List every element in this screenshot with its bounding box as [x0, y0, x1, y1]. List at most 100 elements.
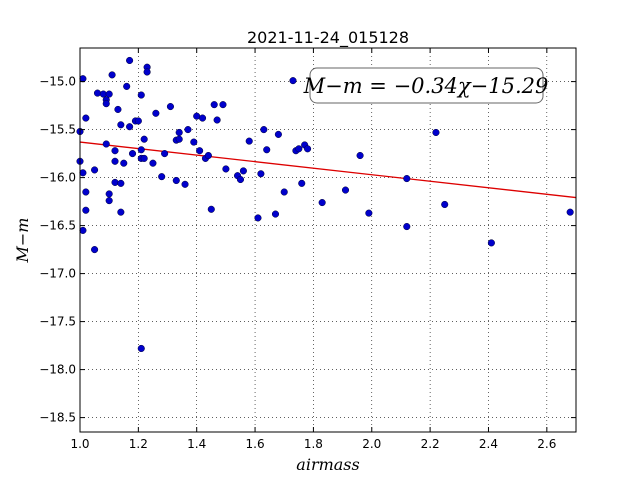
plot-frame: [79, 47, 577, 433]
data-point: [158, 173, 166, 181]
data-point: [114, 105, 122, 113]
data-point: [222, 165, 230, 173]
data-point: [111, 147, 119, 155]
data-point: [123, 82, 131, 90]
plot-area: [80, 48, 576, 432]
data-point: [271, 210, 280, 218]
data-point: [260, 126, 268, 134]
data-point: [198, 114, 207, 122]
data-point: [365, 209, 373, 217]
axis-ticks: 1.0 1.2 1.4 1.6 1.8 2.0 2.2 2.4 2.6 −15.0 −15.5 −16…: [39, 48, 576, 451]
y-tick-label: −16.0: [39, 171, 76, 185]
data-point: [213, 116, 221, 124]
y-tick-label: −15.0: [39, 75, 76, 89]
data-point: [175, 135, 183, 143]
data-point: [128, 150, 137, 158]
data-point: [108, 71, 116, 79]
data-point: [441, 200, 449, 209]
data-point: [126, 56, 134, 65]
grid-lines: [79, 48, 576, 432]
data-point: [134, 117, 142, 125]
data-point: [566, 208, 574, 216]
data-point: [204, 151, 212, 160]
data-point: [403, 175, 411, 183]
data-point: [91, 246, 99, 254]
data-point: [105, 90, 113, 98]
data-point: [117, 179, 125, 187]
x-tick-label: 1.0: [70, 437, 89, 451]
y-axis-label: M−m: [13, 218, 32, 264]
data-point: [117, 208, 125, 216]
data-point: [289, 77, 297, 85]
data-point: [254, 214, 262, 222]
data-point: [295, 145, 303, 153]
data-point: [207, 205, 215, 213]
data-point: [172, 176, 180, 185]
data-point: [93, 89, 102, 97]
data-point: [82, 206, 90, 214]
y-tick-label: −15.5: [39, 123, 76, 137]
y-tick-label: −18.0: [39, 363, 76, 377]
data-point: [239, 167, 247, 175]
data-point: [219, 101, 227, 109]
data-point: [280, 188, 288, 196]
data-point: [304, 145, 312, 153]
x-tick-label: 1.8: [304, 437, 323, 451]
data-point: [79, 75, 87, 83]
data-point: [318, 199, 326, 207]
data-point: [274, 130, 282, 138]
data-point: [82, 188, 90, 196]
data-point: [82, 114, 90, 122]
data-point: [257, 170, 265, 178]
data-point: [120, 159, 128, 167]
data-point: [184, 126, 192, 134]
x-tick-label: 2.0: [362, 437, 381, 451]
data-point: [403, 223, 411, 231]
data-point: [341, 186, 350, 194]
data-point: [137, 91, 145, 99]
data-point: [487, 239, 495, 247]
data-point: [79, 226, 87, 234]
data-point: [105, 190, 113, 198]
annotation-text: M−m = −0.34χ−15.29: [303, 74, 549, 98]
data-point: [91, 166, 99, 174]
x-tick-label: 2.2: [421, 437, 440, 451]
x-tick-label: 1.6: [246, 437, 265, 451]
x-axis-label: airmass: [296, 455, 359, 474]
data-point: [196, 147, 204, 155]
data-point: [263, 146, 271, 154]
data-point: [126, 123, 134, 131]
data-point: [190, 138, 198, 146]
data-point: [236, 175, 245, 184]
data-point: [432, 128, 440, 137]
chart-title: 2021-11-24_015128: [247, 28, 409, 48]
data-point: [140, 135, 148, 143]
data-points: [76, 56, 574, 353]
x-tick-label: 1.4: [187, 437, 206, 451]
data-point: [149, 159, 157, 167]
y-tick-label: −17.5: [39, 315, 76, 329]
data-point: [102, 100, 110, 108]
data-point: [143, 68, 151, 76]
data-point: [111, 157, 119, 165]
data-point: [137, 344, 145, 353]
x-tick-label: 1.2: [129, 437, 148, 451]
data-point: [140, 154, 148, 162]
data-point: [298, 179, 306, 187]
y-tick-label: −16.5: [39, 219, 76, 233]
data-point: [356, 151, 364, 160]
data-point: [105, 197, 113, 205]
data-point: [175, 128, 183, 137]
x-tick-label: 2.6: [537, 437, 556, 451]
data-point: [181, 180, 189, 188]
data-point: [117, 121, 125, 129]
y-tick-label: −18.5: [39, 411, 76, 425]
data-point: [102, 140, 110, 148]
data-point: [166, 103, 174, 111]
data-point: [245, 137, 253, 145]
fit-annotation: M−m = −0.34χ−15.29: [303, 67, 549, 104]
data-point: [137, 146, 145, 154]
data-point: [152, 109, 160, 117]
x-tick-label: 2.4: [479, 437, 498, 451]
